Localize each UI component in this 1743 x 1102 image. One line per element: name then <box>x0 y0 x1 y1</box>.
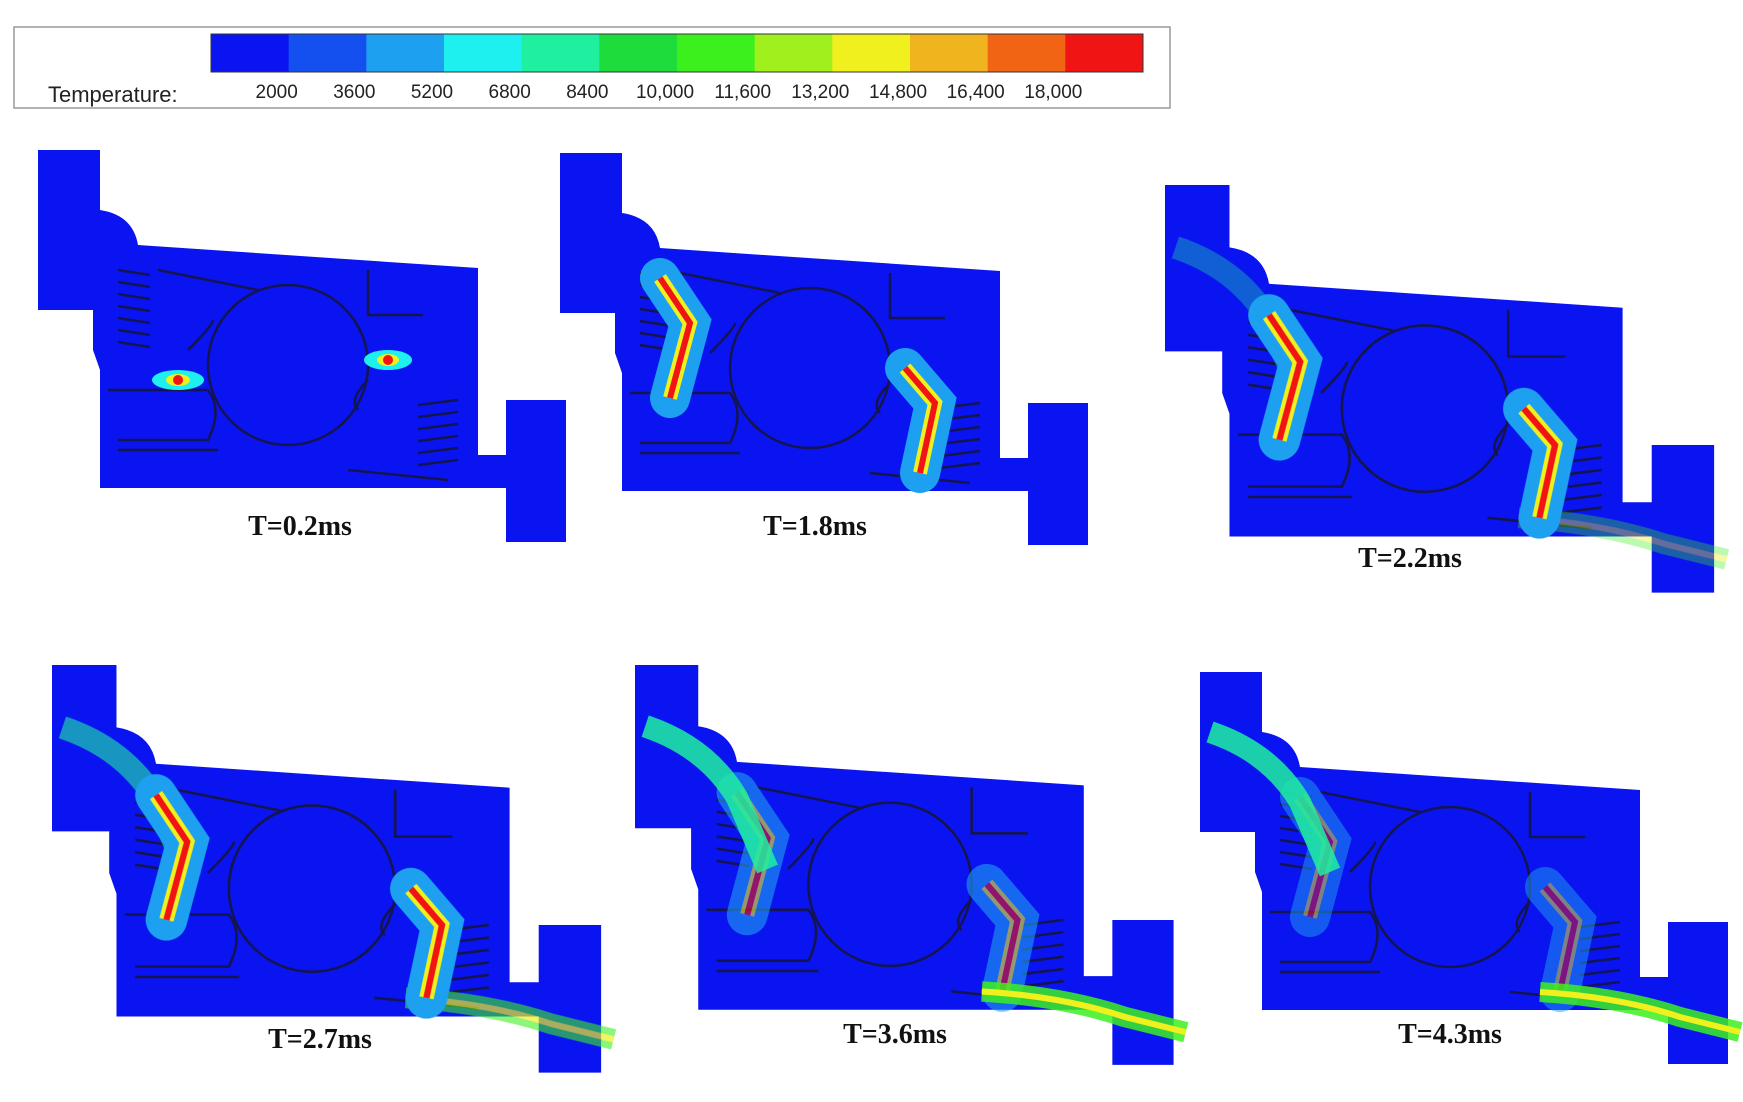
colorbar-segment <box>521 34 600 72</box>
colorbar-tick-label: 14,800 <box>869 82 927 103</box>
colorbar-segment <box>599 34 678 72</box>
colorbar-segment <box>910 34 989 72</box>
panel <box>36 148 568 544</box>
colorbar: 2000 3600 5200 6800 8400 10,000 11,600 13,200 14… <box>210 33 1144 103</box>
colorbar-segment <box>288 34 367 72</box>
colorbar-segment <box>987 34 1066 72</box>
colorbar-tick-label: 3600 <box>333 82 375 103</box>
colorbar-tick-label: 10,000 <box>636 82 694 103</box>
colorbar-tick-label: 5200 <box>411 82 453 103</box>
colorbar-tick-label: 2000 <box>256 82 298 103</box>
panel-label: T=4.3ms <box>1398 1019 1502 1050</box>
colorbar-tick-label: 6800 <box>489 82 531 103</box>
panel <box>633 663 1186 1067</box>
colorbar-tick-label: 18,000 <box>1024 82 1082 103</box>
colorbar-tick-label: 8400 <box>566 82 608 103</box>
colorbar-segment <box>754 34 833 72</box>
panel <box>558 151 1090 547</box>
colorbar-tick-label: 16,400 <box>947 82 1005 103</box>
panel <box>1198 670 1740 1066</box>
legend-label: Temperature: <box>48 82 178 107</box>
panel-label: T=2.2ms <box>1358 543 1462 574</box>
colorbar-segment <box>444 34 523 72</box>
colorbar-segment <box>366 34 445 72</box>
colorbar-segment <box>677 34 756 72</box>
colorbar-tick-label: 11,600 <box>714 82 771 103</box>
colorbar-segment <box>1065 34 1144 72</box>
colorbar-tick-label: 13,200 <box>791 82 849 103</box>
panel-label: T=0.2ms <box>248 511 352 542</box>
panel-label: T=3.6ms <box>843 1019 947 1050</box>
colorbar-frame <box>210 33 1144 73</box>
panel <box>50 663 614 1074</box>
colorbar-segment <box>832 34 911 72</box>
panel-label: T=2.7ms <box>268 1024 372 1055</box>
colorbar-segment <box>211 34 290 72</box>
panel <box>1163 183 1727 594</box>
panel-label: T=1.8ms <box>763 511 867 542</box>
